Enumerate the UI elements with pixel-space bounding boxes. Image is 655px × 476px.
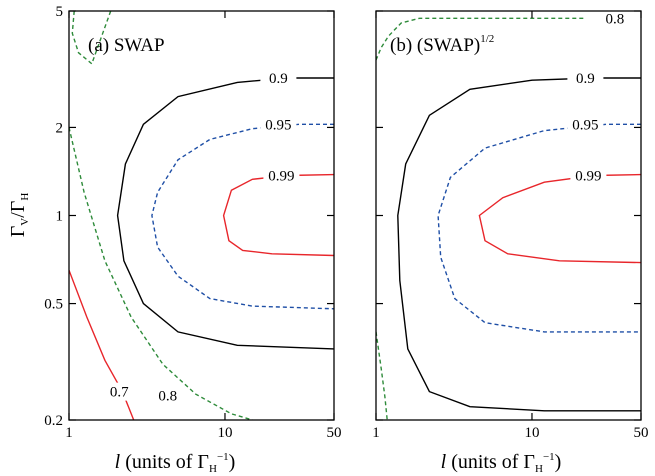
contour-line-0_9 (116, 77, 334, 350)
x-tick-label: 50 (327, 425, 342, 441)
contour-label: 0.95 (265, 117, 291, 133)
x-tick-label: 1 (65, 425, 73, 441)
contour-line-0_8 (376, 17, 586, 61)
contour-label-bg (101, 382, 138, 401)
contour-label: 0.95 (572, 117, 598, 133)
contour-line-0_7 (69, 269, 135, 420)
x-axis-label-a: l (units of ΓH−1) (115, 451, 236, 475)
contour-label: 0.9 (269, 71, 288, 87)
contour-label: 0.8 (606, 11, 625, 27)
contour-line-0_99 (222, 173, 334, 257)
contour-label: 0.9 (576, 71, 595, 87)
contour-label-bg (567, 115, 604, 134)
panel-label-a: (a) SWAP (88, 35, 165, 56)
contour-label-bg (260, 69, 297, 88)
y-axis-label: ΓV/ΓH (7, 193, 31, 238)
contour-line-0_95 (151, 123, 334, 310)
contour-line-0_99 (478, 173, 641, 264)
panel-a: 0.99 0.95 0.9 0.8 0.7 1 10 50 0.2 0.5 1 2 5 (44, 4, 341, 441)
x-tick-label: 10 (217, 425, 232, 441)
y-tick-label: 0.2 (44, 413, 63, 429)
contour-line-0_8 (71, 11, 112, 65)
contour-label-bg (567, 69, 604, 88)
x-axis-label-b: l (units of ΓH−1) (441, 451, 562, 475)
contour-label: 0.99 (575, 168, 601, 184)
y-tick-label: 0.5 (44, 297, 63, 313)
contour-label-bg (263, 166, 300, 185)
contour-line-0_8 (69, 127, 253, 420)
contour-line-0_8 (376, 331, 388, 420)
contour-group (69, 11, 334, 420)
y-tick-label: 5 (56, 4, 64, 20)
contour-label-bg (596, 9, 633, 28)
x-tick-label: 1 (372, 425, 380, 441)
x-tick-label: 50 (634, 425, 649, 441)
contour-label: 0.99 (268, 168, 294, 184)
contour-label-bg (570, 166, 607, 185)
contour-label-bg (260, 115, 297, 134)
contour-label: 0.8 (158, 388, 177, 404)
contour-label: 0.7 (110, 385, 129, 401)
contour-line-0_95 (437, 123, 641, 333)
y-tick-label: 2 (56, 120, 64, 136)
y-tick-label: 1 (56, 209, 64, 225)
contour-label-bg (149, 386, 186, 405)
contour-line-0_9 (397, 77, 641, 412)
panel-b: 0.99 0.95 0.9 0.8 1 10 50 (372, 9, 649, 441)
x-tick-label: 10 (524, 425, 539, 441)
panel-label-b: (b) (SWAP)1/2 (390, 33, 494, 56)
